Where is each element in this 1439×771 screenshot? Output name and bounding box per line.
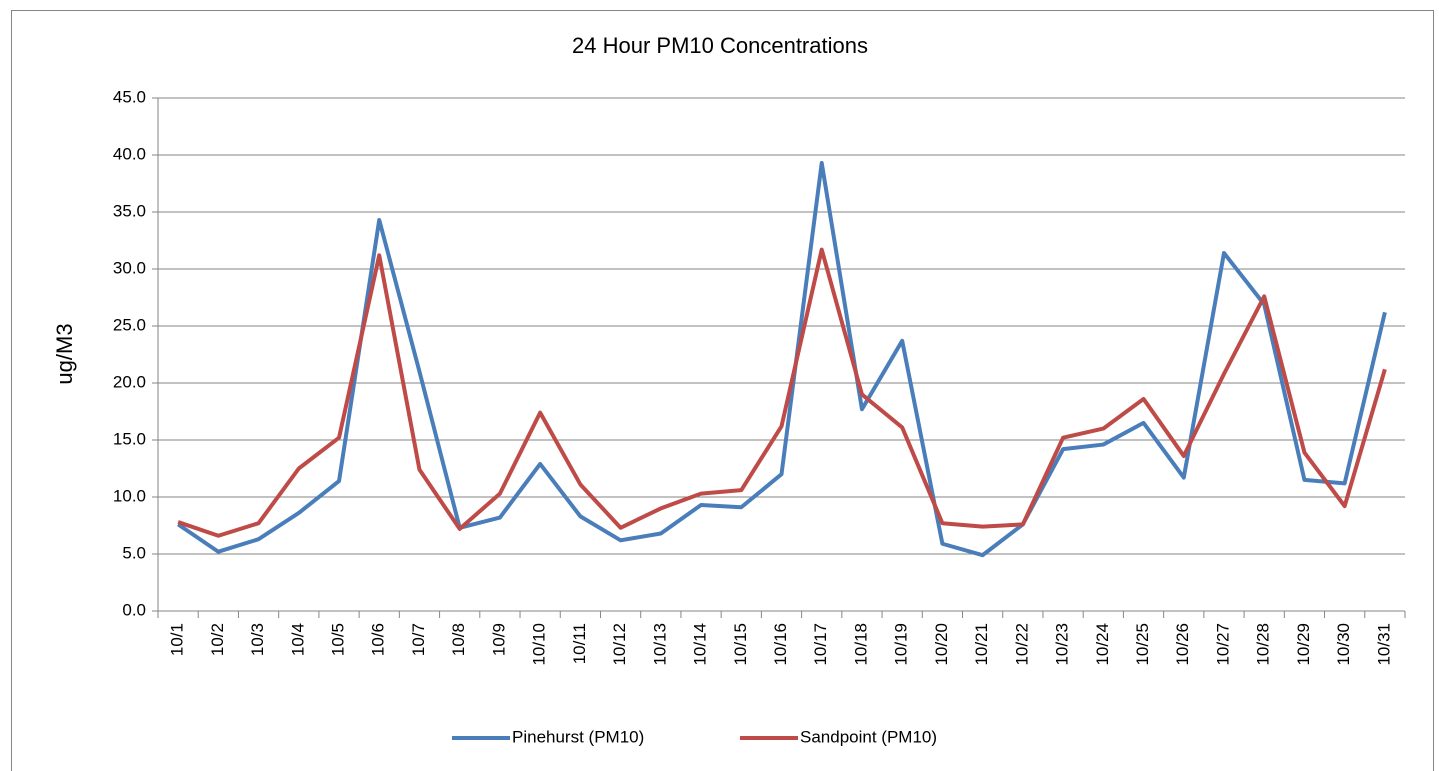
- x-tick-label: 10/3: [248, 623, 267, 656]
- y-axis-label: ug/M3: [52, 323, 77, 384]
- x-tick-label: 10/6: [369, 623, 388, 656]
- x-tick-label: 10/13: [650, 623, 669, 666]
- x-tick-label: 10/2: [208, 623, 227, 656]
- x-tick-label: 10/11: [570, 623, 589, 664]
- x-tick-label: 10/14: [691, 623, 710, 666]
- x-tick-label: 10/17: [811, 623, 830, 666]
- x-tick-label: 10/7: [409, 623, 428, 656]
- x-tick-label: 10/27: [1213, 623, 1232, 666]
- x-tick-label: 10/31: [1374, 623, 1393, 666]
- x-tick-label: 10/29: [1294, 623, 1313, 666]
- x-tick-label: 10/8: [449, 623, 468, 656]
- series-line: [176, 160, 1387, 558]
- x-tick-label: 10/28: [1254, 623, 1273, 666]
- chart-title: 24 Hour PM10 Concentrations: [572, 33, 868, 58]
- y-tick-label: 20.0: [113, 372, 146, 391]
- chart-border: [11, 10, 1434, 771]
- y-tick-label: 15.0: [113, 429, 146, 448]
- y-tick-label: 45.0: [113, 87, 146, 106]
- x-tick-label: 10/1: [168, 623, 187, 656]
- y-tick-label: 35.0: [113, 201, 146, 220]
- x-tick-label: 10/24: [1093, 623, 1112, 666]
- x-tick-label: 10/20: [932, 623, 951, 666]
- x-tick-label: 10/4: [288, 623, 307, 656]
- x-tick-label: 10/19: [892, 623, 911, 666]
- x-tick-label: 10/25: [1133, 623, 1152, 666]
- x-tick-label: 10/18: [851, 623, 870, 666]
- x-tick-label: 10/12: [610, 623, 629, 666]
- x-tick-label: 10/26: [1173, 623, 1192, 666]
- y-tick-label: 40.0: [113, 144, 146, 163]
- y-tick-label: 30.0: [113, 258, 146, 277]
- legend-label: Sandpoint (PM10): [800, 727, 937, 746]
- x-tick-label: 10/21: [972, 623, 991, 666]
- x-tick-label: 10/22: [1012, 623, 1031, 666]
- x-tick-label: 10/23: [1053, 623, 1072, 666]
- x-tick-label: 10/30: [1334, 623, 1353, 666]
- y-tick-label: 10.0: [113, 486, 146, 505]
- x-tick-label: 10/5: [329, 623, 348, 656]
- x-tick-label: 10/15: [731, 623, 750, 666]
- legend-label: Pinehurst (PM10): [512, 727, 644, 746]
- x-tick-label: 10/9: [489, 623, 508, 656]
- x-tick-label: 10/16: [771, 623, 790, 666]
- x-tick-label: 10/10: [530, 623, 549, 666]
- y-tick-label: 0.0: [122, 600, 146, 619]
- y-tick-label: 25.0: [113, 315, 146, 334]
- y-tick-label: 5.0: [122, 543, 146, 562]
- series-line: [177, 247, 1387, 538]
